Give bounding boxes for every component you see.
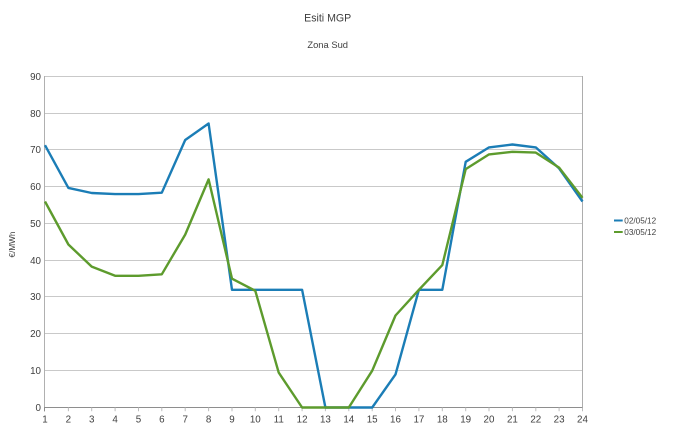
svg-text:3: 3 [89, 414, 95, 425]
svg-text:5: 5 [136, 414, 142, 425]
svg-text:2: 2 [66, 414, 71, 425]
svg-text:70: 70 [30, 145, 41, 156]
svg-text:13: 13 [320, 414, 331, 425]
svg-text:21: 21 [507, 414, 518, 425]
svg-text:1: 1 [42, 414, 47, 425]
svg-text:23: 23 [554, 414, 565, 425]
svg-text:80: 80 [30, 109, 41, 120]
svg-text:4: 4 [112, 414, 118, 425]
svg-text:17: 17 [413, 414, 424, 425]
svg-text:12: 12 [297, 414, 308, 425]
svg-text:02/05/12: 02/05/12 [624, 217, 656, 226]
svg-text:Esiti MGP: Esiti MGP [304, 13, 351, 25]
svg-text:20: 20 [30, 329, 41, 340]
svg-text:7: 7 [182, 414, 187, 425]
svg-text:19: 19 [460, 414, 471, 425]
svg-text:14: 14 [343, 414, 354, 425]
svg-text:18: 18 [437, 414, 448, 425]
svg-text:22: 22 [530, 414, 541, 425]
svg-text:10: 10 [30, 366, 41, 377]
svg-text:03/05/12: 03/05/12 [624, 228, 656, 237]
svg-text:60: 60 [30, 182, 41, 193]
svg-text:30: 30 [30, 292, 41, 303]
svg-text:90: 90 [30, 72, 41, 83]
svg-text:Zona Sud: Zona Sud [307, 39, 348, 50]
svg-text:8: 8 [206, 414, 212, 425]
svg-text:11: 11 [274, 414, 284, 425]
svg-text:20: 20 [484, 414, 495, 425]
svg-text:€/MWh: €/MWh [8, 231, 17, 257]
svg-text:16: 16 [390, 414, 401, 425]
svg-text:24: 24 [577, 414, 588, 425]
svg-text:9: 9 [229, 414, 234, 425]
svg-text:40: 40 [30, 256, 41, 267]
svg-text:10: 10 [250, 414, 261, 425]
svg-text:0: 0 [36, 403, 42, 414]
svg-text:15: 15 [367, 414, 378, 425]
svg-text:6: 6 [159, 414, 165, 425]
svg-text:50: 50 [30, 219, 41, 230]
